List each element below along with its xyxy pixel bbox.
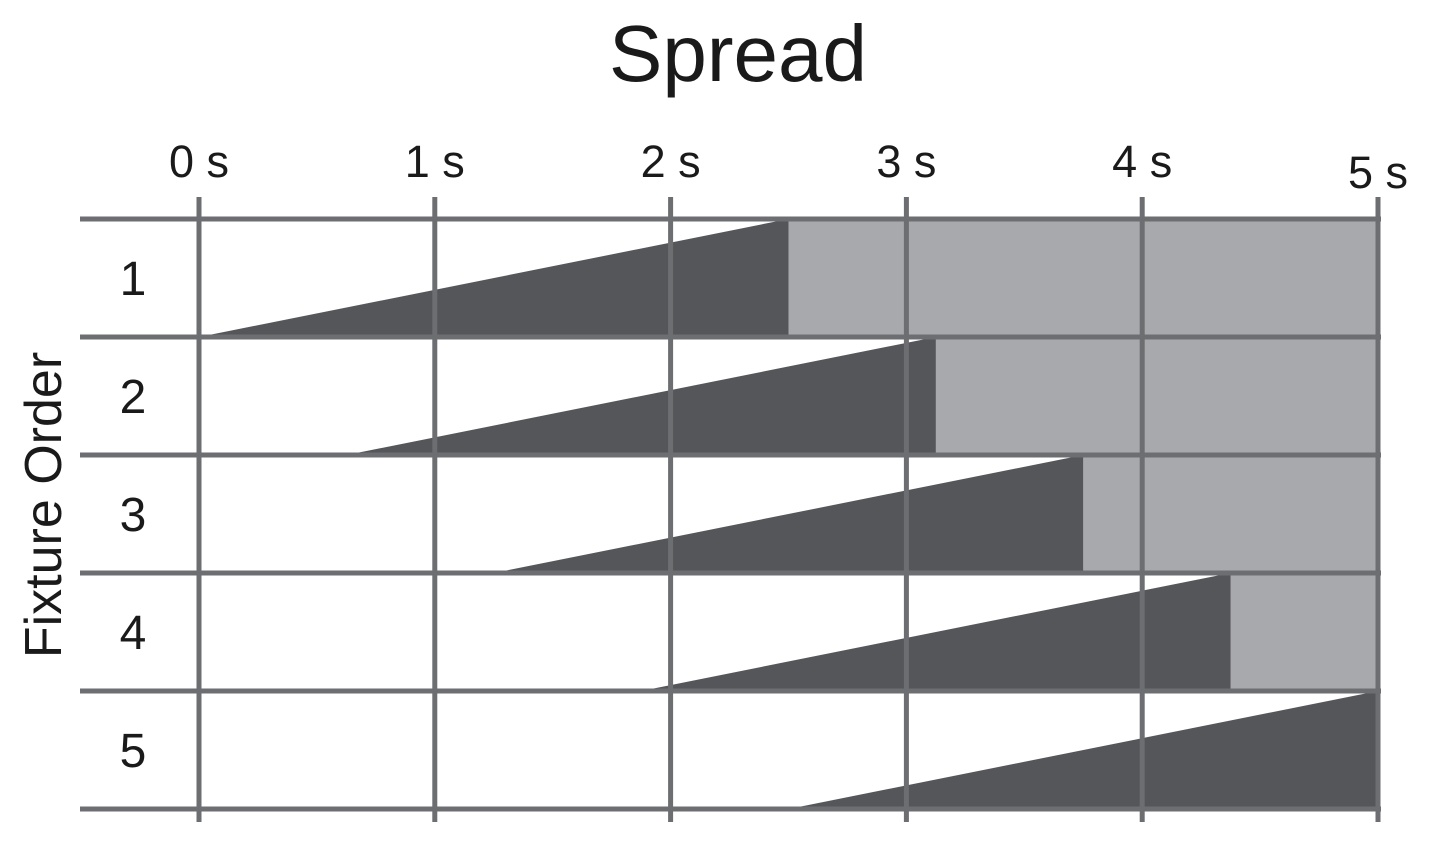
- hold-bar-fixture-1: [788, 219, 1378, 337]
- x-tick-label-4: 4 s: [1112, 136, 1172, 187]
- ramp-triangle-fixture-1: [199, 219, 789, 337]
- ramp-triangle-fixture-2: [346, 337, 936, 455]
- ramp-triangle-fixture-4: [641, 573, 1231, 691]
- x-tick-label-5: 5 s: [1348, 147, 1408, 198]
- chart-title: Spread: [609, 9, 867, 98]
- row-label-1: 1: [120, 253, 147, 306]
- hold-bar-fixture-3: [1083, 455, 1378, 573]
- x-tick-label-1: 1 s: [405, 136, 465, 187]
- hold-bar-fixture-4: [1230, 573, 1378, 691]
- x-tick-label-3: 3 s: [876, 136, 936, 187]
- ramp-triangle-fixture-5: [788, 691, 1378, 809]
- ramp-triangle-fixture-3: [493, 455, 1084, 573]
- x-tick-label-2: 2 s: [641, 136, 701, 187]
- hold-bar-fixture-2: [935, 337, 1378, 455]
- row-label-3: 3: [120, 489, 147, 542]
- x-tick-label-0: 0 s: [169, 136, 229, 187]
- row-label-5: 5: [120, 725, 147, 778]
- row-label-2: 2: [120, 371, 147, 424]
- row-label-4: 4: [120, 607, 147, 660]
